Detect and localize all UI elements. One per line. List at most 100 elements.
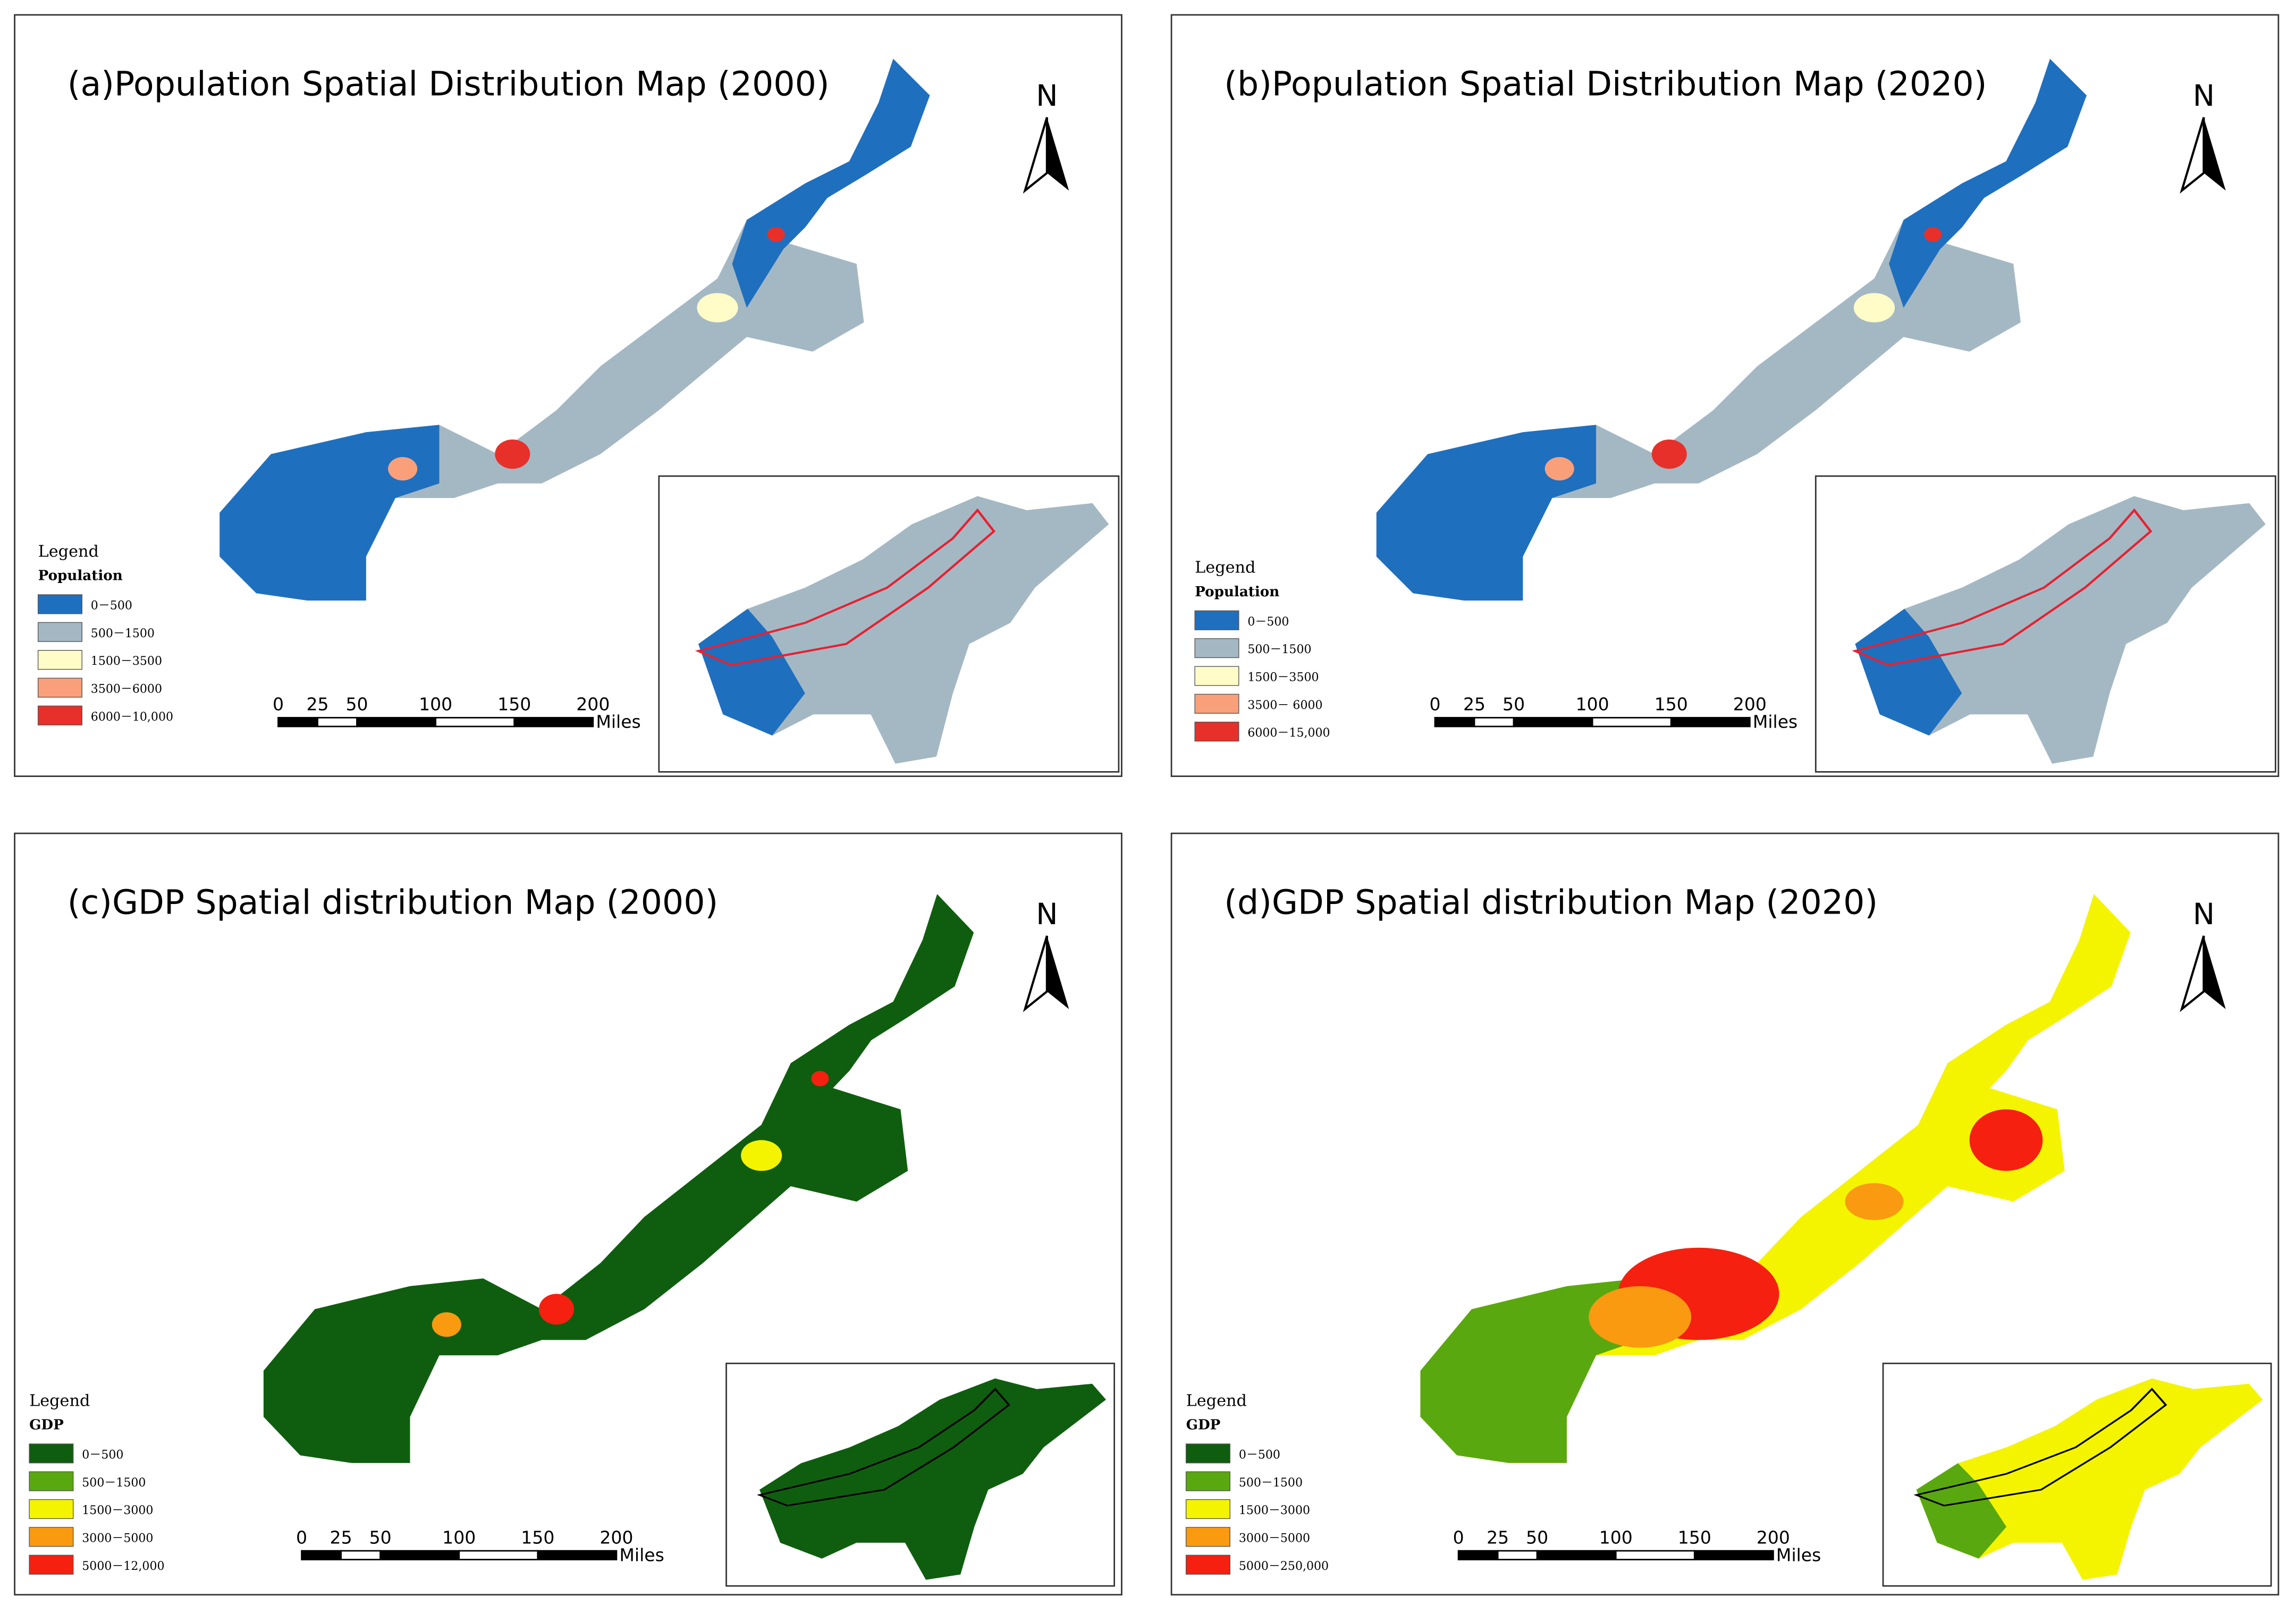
north-arrow [1046,935,1069,1009]
inset-map [695,496,1109,764]
legend-label: 5000－12,000 [82,1560,164,1573]
hotspot [1651,439,1687,469]
legend-swatch [1194,722,1239,742]
legend-label: 5000－250,000 [1239,1560,1329,1573]
legend-swatch [37,650,82,670]
scale-segment [537,1550,618,1561]
scale-segment [340,1550,382,1561]
scale-segment [435,717,516,728]
region-west [263,1278,484,1463]
legend-swatch [29,1554,74,1575]
legend-swatch [37,705,82,725]
legend-subtitle: GDP [29,1416,64,1433]
hotspot [538,1294,574,1325]
panel-title: (b)Population Spatial Distribution Map (… [1224,64,1987,104]
scale-segment [1615,1550,1695,1561]
study-area [1420,894,2131,1463]
inset-west [698,609,805,736]
hotspot [495,439,530,469]
legend-label: 0－500 [1247,615,1289,629]
region-west [1420,1278,1640,1463]
scale-tick-label: 150 [521,1527,554,1548]
scale-segment [1473,717,1515,728]
legend-swatch [37,678,82,698]
legend-label: 500－1500 [82,1476,146,1490]
legend-swatch [29,1527,74,1547]
inset-map [1852,496,2266,764]
legend-label: 1500－3500 [91,655,162,668]
scale-segment [1591,717,1672,728]
region-northeast [732,58,930,308]
scale-segment [356,717,437,728]
legend-label: 6000－10,000 [91,711,173,724]
scale-segment [379,1550,460,1561]
legend-label: 6000－15,000 [1247,726,1330,740]
scale-tick-label: 50 [1502,694,1525,715]
study-area [1376,58,2087,601]
north-label: N [1036,79,1058,113]
legend-label: 3500－ 6000 [1247,699,1322,712]
hotspot [767,227,785,242]
map-panel: (b)Population Spatial Distribution Map (… [1170,14,2280,778]
inset-map [1913,1378,2263,1580]
scale-segment [1536,1550,1617,1561]
scale-segment [458,1550,539,1561]
legend-swatch [1194,694,1239,714]
north-label: N [1036,897,1058,931]
north-arrow [1046,117,1069,191]
legend-label: 3500－6000 [91,683,162,696]
inset-map [756,1378,1106,1580]
study-area [263,894,974,1463]
scale-tick-label: 50 [1526,1527,1548,1548]
scale-segment [1457,1550,1499,1561]
scale-segment [317,717,358,728]
legend-swatch [1185,1554,1230,1575]
legend-label: 500－1500 [1247,643,1311,656]
region-northeast [776,894,974,1156]
hotspot [1924,227,1942,242]
legend-label: 0－500 [82,1449,123,1462]
scale-tick-label: 200 [600,1527,633,1548]
legend-swatch [1185,1471,1230,1491]
north-arrow [2204,117,2226,191]
legend-title: Legend [38,542,99,561]
scale-tick-label: 150 [1655,694,1688,715]
region-west [220,425,440,601]
scale-tick-label: 25 [330,1527,352,1548]
legend-swatch [1185,1527,1230,1547]
legend-label: 0－500 [1239,1449,1280,1462]
hotspot [1589,1286,1692,1348]
legend-label: 3000－5000 [1239,1532,1310,1545]
inset-west [1855,609,1962,736]
hotspot [697,293,738,323]
scale-segment [1670,717,1751,728]
hotspot [741,1140,782,1171]
scale-tick-label: 150 [1678,1527,1711,1548]
legend-label: 3000－5000 [82,1532,153,1545]
scale-tick-label: 200 [576,694,610,715]
inset-outline [756,1388,1010,1507]
scale-segment [301,1550,342,1561]
region-northeast [1889,58,2087,308]
study-area [220,58,930,601]
legend-swatch [29,1499,74,1519]
legend-label: 500－1500 [91,627,155,640]
scale-tick-label: 25 [306,694,328,715]
region-west [1376,425,1597,601]
north-arrow [2204,935,2226,1009]
legend-swatch [1194,666,1239,686]
scale-unit: Miles [1776,1544,1821,1565]
legend-title: Legend [1186,1391,1247,1410]
hotspot [1853,293,1895,323]
scale-unit: Miles [596,712,640,732]
hotspot [1845,1183,1904,1220]
legend-subtitle: Population [1195,584,1279,600]
legend-subtitle: Population [38,567,123,584]
inset-outline [695,508,996,666]
hotspot [388,457,418,481]
scale-segment [1513,717,1593,728]
scale-tick-label: 200 [1757,1527,1790,1548]
north-label: N [2193,79,2215,113]
scale-segment [1434,717,1475,728]
